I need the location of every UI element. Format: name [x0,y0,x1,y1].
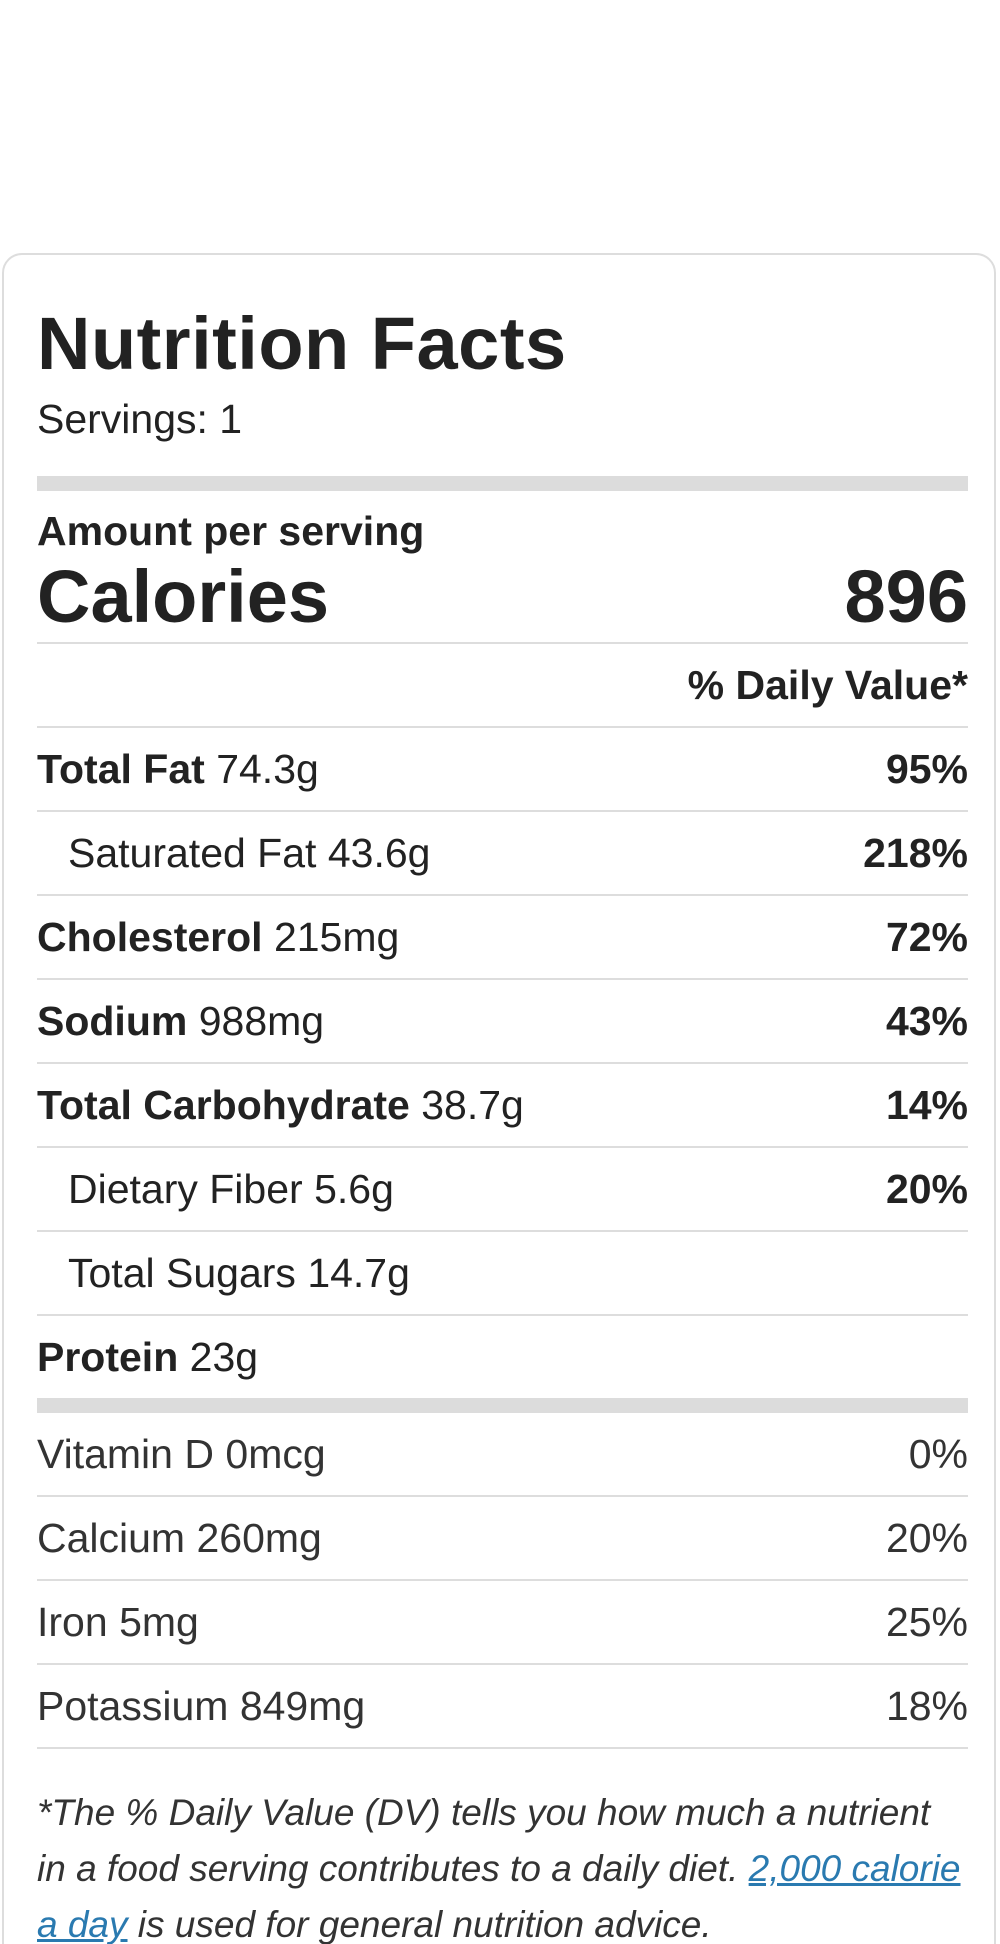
nutrient-name: Protein [37,1333,179,1380]
vitamin-amount: 0mcg [225,1430,326,1477]
nutrient-amount: 14.7g [307,1249,410,1296]
nutrient-row-dietary-fiber: Dietary Fiber 5.6g 20% [37,1148,968,1232]
nutrient-row-sodium: Sodium 988mg 43% [37,980,968,1064]
nutrient-percent: 218% [863,829,968,876]
nutrient-amount: 5.6g [314,1165,394,1212]
vitamin-percent: 18% [885,1682,968,1729]
daily-value-footnote: *The % Daily Value (DV) tells you how mu… [37,1785,968,1944]
footnote-text-after: is used for general nutrition advice. [127,1904,712,1944]
nutrient-percent: 95% [885,745,968,792]
vitamin-name: Calcium [37,1514,186,1561]
nutrient-name: Dietary Fiber [68,1165,303,1212]
calories-row: Calories 896 [37,560,968,644]
vitamin-amount: 849mg [239,1682,366,1729]
nutrient-percent: 20% [885,1165,968,1212]
nutrient-amount: 215mg [273,913,400,960]
vitamin-name: Iron [37,1598,108,1645]
nutrition-label: Nutrition Facts Servings: 1 Amount per s… [37,307,968,1944]
nutrient-row-total-carbohydrate: Total Carbohydrate 38.7g 14% [37,1064,968,1148]
vitamin-row-vitamin-d: Vitamin D 0mcg 0% [37,1413,968,1497]
nutrient-amount: 74.3g [216,745,319,792]
nutrient-amount: 988mg [198,997,325,1044]
nutrient-row-saturated-fat: Saturated Fat 43.6g 218% [37,812,968,896]
nutrient-row-protein: Protein 23g [37,1316,968,1398]
vitamin-percent: 20% [885,1514,968,1561]
nutrient-name: Sodium [37,997,188,1044]
vitamin-name: Vitamin D [37,1430,214,1477]
vitamin-row-potassium: Potassium 849mg 18% [37,1665,968,1749]
servings-text: Servings: 1 [37,396,243,442]
calorie-link[interactable]: 2,000 calorie a day [37,1848,961,1944]
nutrient-percent: 14% [885,1081,968,1128]
nutrient-name: Total Fat [37,745,205,792]
nutrition-card: Nutrition Facts Servings: 1 Amount per s… [2,253,996,1944]
footnote-text: *The % Daily Value (DV) tells you how mu… [37,1792,931,1889]
nutrient-name: Cholesterol [37,913,263,960]
nutrient-amount: 43.6g [327,829,431,876]
vitamin-name: Potassium [37,1682,229,1729]
calories-label: Calories [37,555,330,638]
nutrient-amount: 38.7g [421,1081,524,1128]
nutrient-name: Saturated Fat [68,829,317,876]
thick-divider [37,1398,968,1413]
nutrition-title: Nutrition Facts [37,302,567,385]
nutrient-percent: 72% [885,913,968,960]
nutrient-row-cholesterol: Cholesterol 215mg 72% [37,896,968,980]
vitamin-amount: 260mg [196,1514,322,1561]
nutrient-row-total-fat: Total Fat 74.3g 95% [37,728,968,812]
nutrient-row-total-sugars: Total Sugars 14.7g [37,1232,968,1316]
daily-value-header: % Daily Value* [37,644,968,728]
vitamin-percent: 0% [908,1430,968,1477]
nutrient-percent: 43% [885,997,968,1044]
nutrient-name: Total Sugars [68,1249,296,1296]
vitamin-amount: 5mg [119,1598,199,1645]
vitamin-row-iron: Iron 5mg 25% [37,1581,968,1665]
nutrient-amount: 23g [189,1333,259,1380]
calories-value: 896 [844,555,968,638]
vitamin-row-calcium: Calcium 260mg 20% [37,1497,968,1581]
thick-divider [37,476,968,491]
vitamin-percent: 25% [885,1598,968,1645]
nutrient-name: Total Carbohydrate [37,1081,410,1128]
amount-per-serving-label: Amount per serving [37,508,425,554]
